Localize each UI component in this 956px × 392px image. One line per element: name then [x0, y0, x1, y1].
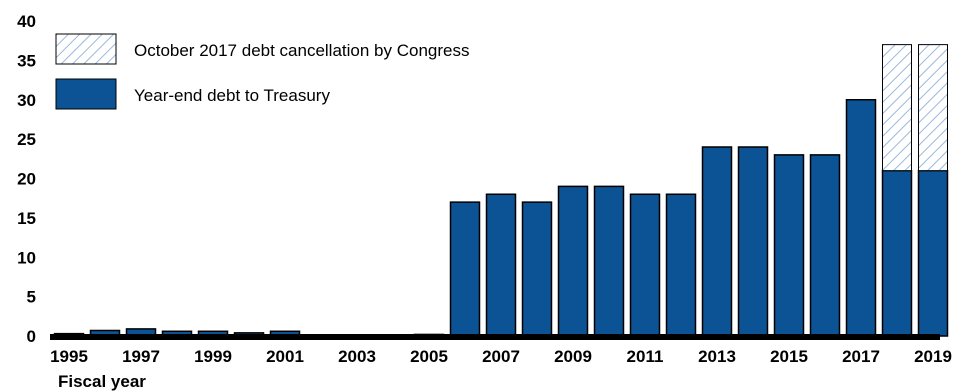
x-tick-label: 2013 — [698, 347, 736, 366]
x-tick-label: 2009 — [554, 347, 592, 366]
y-tick-label: 5 — [27, 288, 36, 307]
bar-debt-2019 — [917, 169, 949, 337]
y-tick-label: 40 — [17, 12, 36, 31]
bar-cancellation-2018 — [882, 44, 912, 172]
bar-debt-2008 — [521, 201, 553, 337]
x-tick-label: 1999 — [194, 347, 232, 366]
bar-debt-2012 — [665, 193, 697, 337]
bar-debt-2016 — [809, 154, 841, 337]
bar-debt-2006 — [449, 201, 481, 337]
legend-label-cancellation: October 2017 debt cancellation by Congre… — [134, 41, 469, 60]
x-tick-label: 2019 — [914, 347, 952, 366]
x-tick-label: 1995 — [50, 347, 88, 366]
bar-debt-2011 — [629, 193, 661, 337]
x-tick-label: 2001 — [266, 347, 304, 366]
bar-debt-2013 — [701, 146, 733, 337]
bar-debt-2017 — [845, 99, 877, 337]
bar-debt-2009 — [557, 185, 589, 337]
x-axis-title: Fiscal year — [58, 372, 146, 391]
bar-debt-2007 — [485, 193, 517, 337]
x-tick-label: 2011 — [627, 347, 664, 366]
x-tick-label: 2017 — [842, 347, 880, 366]
y-tick-label: 25 — [17, 130, 36, 149]
bar-debt-2015 — [773, 154, 805, 337]
x-tick-label: 2005 — [410, 347, 448, 366]
x-tick-label: 1997 — [122, 347, 160, 366]
x-axis-ticks: 1995 1997 1999 2001 2003 2005 2007 2009 2011 2013… — [50, 347, 952, 366]
y-tick-label: 10 — [17, 248, 36, 267]
legend-swatch-cancellation — [55, 33, 117, 65]
legend-swatch-debt — [55, 78, 117, 110]
bar-cancellation-2019 — [918, 44, 948, 172]
legend-label-debt: Year-end debt to Treasury — [134, 86, 330, 105]
y-tick-label: 35 — [17, 51, 36, 70]
x-axis-baseline — [50, 334, 940, 340]
x-tick-label: 2015 — [770, 347, 808, 366]
y-tick-label: 0 — [27, 327, 36, 346]
y-tick-label: 30 — [17, 91, 36, 110]
bar-debt-2010 — [593, 185, 625, 337]
legend: October 2017 debt cancellation by Congre… — [55, 33, 469, 110]
y-axis-ticks: 0 5 10 15 20 25 30 35 40 — [17, 12, 36, 346]
bar-debt-2014 — [737, 146, 769, 337]
x-tick-label: 2003 — [338, 347, 376, 366]
y-tick-label: 20 — [17, 170, 36, 189]
y-tick-label: 15 — [17, 209, 36, 228]
x-tick-label: 2007 — [482, 347, 520, 366]
bar-debt-2018 — [881, 169, 913, 337]
